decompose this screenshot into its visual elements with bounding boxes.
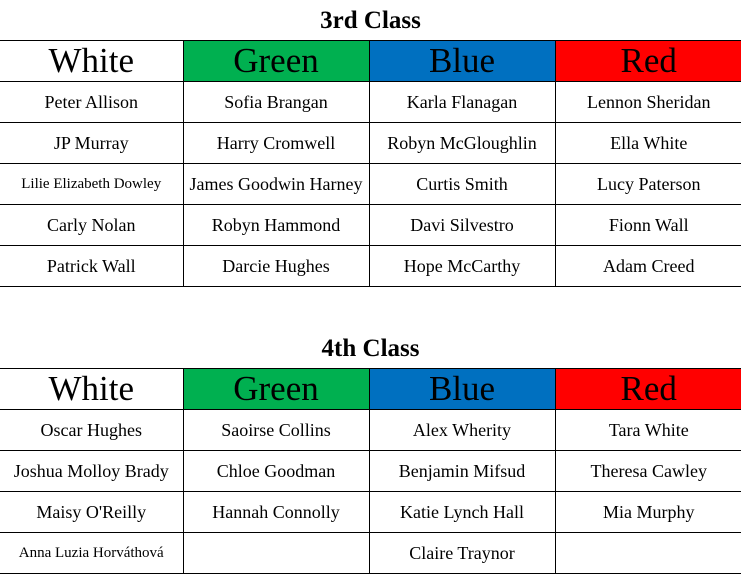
student-name-cell: Ella White xyxy=(554,122,741,164)
student-name-cell: Maisy O'Reilly xyxy=(0,491,184,533)
house-header-green: Green xyxy=(182,40,370,82)
table-row: Anna Luzia Horváthová Claire Traynor xyxy=(0,532,741,574)
student-name-cell: Sofia Brangan xyxy=(182,81,370,123)
student-name-cell: Joshua Molloy Brady xyxy=(0,450,184,492)
student-name-cell: Robyn McGloughlin xyxy=(368,122,556,164)
student-name-cell: Lennon Sheridan xyxy=(554,81,741,123)
table-row: Carly Nolan Robyn Hammond Davi Silvestro Fi… xyxy=(0,204,741,246)
house-table-3rd-class: White Green Blue Red Peter Allison Sofia Bran… xyxy=(0,40,741,287)
house-header-white: White xyxy=(0,40,184,82)
house-table-4th-class: White Green Blue Red Oscar Hughes Saoirse Col… xyxy=(0,368,741,574)
student-name-cell xyxy=(182,532,370,574)
student-name-cell: Chloe Goodman xyxy=(182,450,370,492)
table-row: Joshua Molloy Brady Chloe Goodman Benjamin… xyxy=(0,450,741,492)
student-name-cell: James Goodwin Harney xyxy=(182,163,370,205)
student-name-cell xyxy=(554,532,741,574)
student-name-cell: Saoirse Collins xyxy=(182,409,370,451)
student-name-cell: Alex Wherity xyxy=(368,409,556,451)
house-header-blue: Blue xyxy=(368,368,556,410)
table-row: Maisy O'Reilly Hannah Connolly Katie Lynch… xyxy=(0,491,741,533)
student-name-cell: Hannah Connolly xyxy=(182,491,370,533)
student-name-cell: Harry Cromwell xyxy=(182,122,370,164)
student-name-cell: Theresa Cawley xyxy=(554,450,741,492)
student-name-cell: Lilie Elizabeth Dowley xyxy=(0,163,184,205)
student-name-cell: Adam Creed xyxy=(554,245,741,287)
student-name-cell: Oscar Hughes xyxy=(0,409,184,451)
student-name-cell: Tara White xyxy=(554,409,741,451)
student-name-cell: Fionn Wall xyxy=(554,204,741,246)
student-name-cell: Lucy Paterson xyxy=(554,163,741,205)
house-header-green: Green xyxy=(182,368,370,410)
student-name-cell: Davi Silvestro xyxy=(368,204,556,246)
class-title-3rd: 3rd Class xyxy=(320,7,421,34)
table-row: Oscar Hughes Saoirse Collins Alex Wherity T… xyxy=(0,409,741,451)
header-row: White Green Blue Red xyxy=(0,40,741,82)
house-header-red: Red xyxy=(554,368,741,410)
table-row: Peter Allison Sofia Brangan Karla Flanagan… xyxy=(0,81,741,123)
header-row: White Green Blue Red xyxy=(0,368,741,410)
student-name-cell: Peter Allison xyxy=(0,81,184,123)
house-header-blue: Blue xyxy=(368,40,556,82)
student-name-cell: Mia Murphy xyxy=(554,491,741,533)
student-name-cell: Robyn Hammond xyxy=(182,204,370,246)
table-row: Patrick Wall Darcie Hughes Hope McCarthy Ad… xyxy=(0,245,741,287)
house-header-white: White xyxy=(0,368,184,410)
student-name-cell: Anna Luzia Horváthová xyxy=(0,532,184,574)
student-name-cell: JP Murray xyxy=(0,122,184,164)
student-name-cell: Carly Nolan xyxy=(0,204,184,246)
student-name-cell: Benjamin Mifsud xyxy=(368,450,556,492)
student-name-cell: Hope McCarthy xyxy=(368,245,556,287)
table-row: Lilie Elizabeth Dowley James Goodwin Harn… xyxy=(0,163,741,205)
house-header-red: Red xyxy=(554,40,741,82)
student-name-cell: Claire Traynor xyxy=(368,532,556,574)
student-name-cell: Darcie Hughes xyxy=(182,245,370,287)
student-name-cell: Patrick Wall xyxy=(0,245,184,287)
table-row: JP Murray Harry Cromwell Robyn McGloughlin… xyxy=(0,122,741,164)
student-name-cell: Karla Flanagan xyxy=(368,81,556,123)
class-title-4th: 4th Class xyxy=(321,335,420,362)
student-name-cell: Katie Lynch Hall xyxy=(368,491,556,533)
student-name-cell: Curtis Smith xyxy=(368,163,556,205)
